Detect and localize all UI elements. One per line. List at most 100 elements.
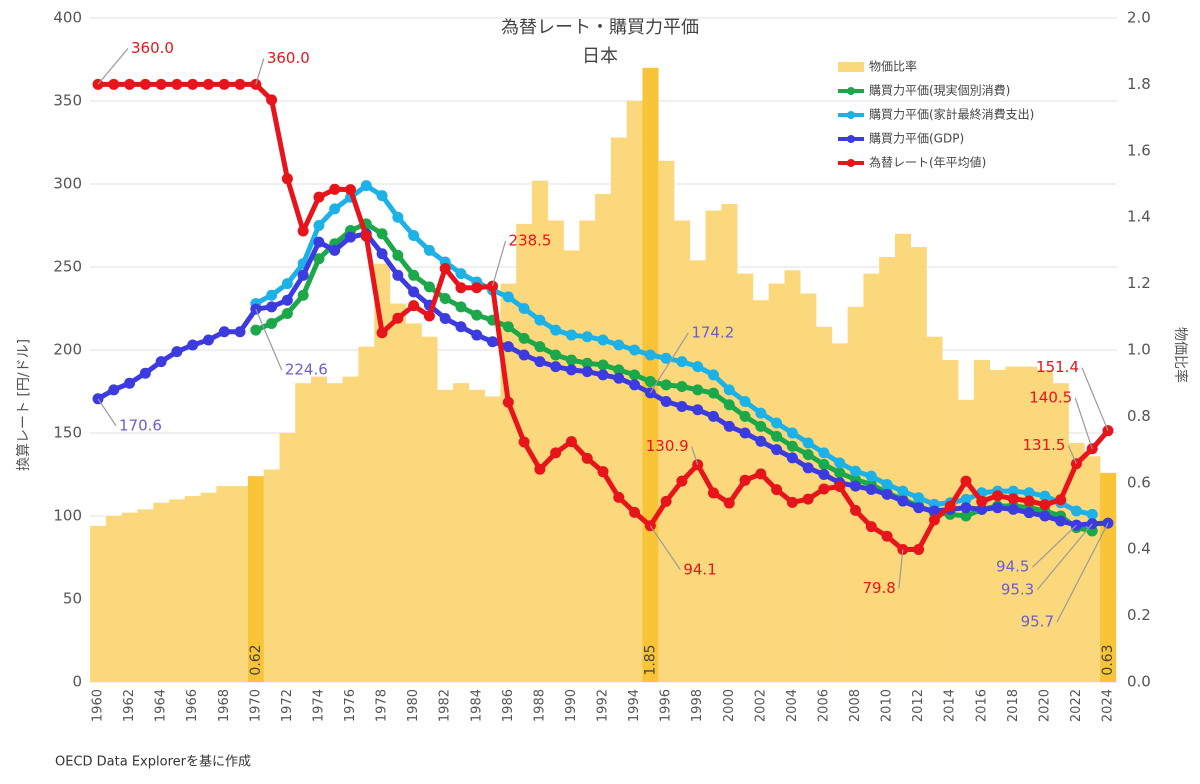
legend-label: 物価比率 [869,59,917,74]
bar [90,525,107,682]
data-label: 170.6 [119,416,162,434]
y2-tick-label: 1.8 [1127,75,1151,93]
data-label: 94.5 [996,558,1029,576]
x-tick-label: 1986 [501,689,516,722]
bar [1084,456,1101,682]
x-tick-label: 2016 [974,689,989,722]
bar [421,336,438,682]
series-point [992,490,1004,502]
series-point [1055,494,1067,506]
bar [752,300,770,682]
x-tick-label: 2024 [1101,689,1116,722]
bar [453,383,470,682]
series-point [818,483,830,495]
series-point [1023,495,1035,507]
bar [1005,366,1022,682]
series-point [534,341,546,353]
bar [295,383,312,682]
bar [247,476,265,682]
series-point [928,514,940,526]
bar [626,101,643,682]
x-tick-label: 1972 [280,689,295,722]
series-point [1007,493,1019,505]
series-point [360,230,372,242]
x-tick-label: 1988 [532,689,547,722]
series-point [439,312,451,324]
source-note: OECD Data Explorerを基に作成 [55,755,251,770]
bar [1052,383,1069,682]
series-point [376,190,388,202]
x-tick-label: 1990 [564,689,579,722]
bar [1021,366,1038,682]
data-label: 140.5 [1029,388,1072,406]
x-tick-label: 2000 [722,689,737,722]
series-point [281,294,293,306]
x-tick-label: 2008 [848,689,863,722]
labels-layer: 0.62 1.85 0.63 170.6 224.6 174.2 94.5 95.3 95.7 3… [97,39,1116,676]
series-point [297,225,309,237]
series-point [786,427,798,439]
chart-title: 為替レート・購買力平価 [501,17,699,38]
series-point [755,420,767,432]
series-point [471,282,483,294]
series-point [439,293,451,305]
series-point [155,78,167,90]
series-point [692,361,704,373]
x-tick-label: 1960 [91,689,106,722]
series-point [376,228,388,240]
series-point [408,229,420,241]
series-point [865,470,877,482]
bar [531,180,549,682]
leader-line [1032,524,1077,568]
series-point [771,430,783,442]
series-point [329,244,341,256]
series-point [487,336,499,348]
series-point [850,465,861,477]
series-point [266,301,278,313]
series-point [565,436,577,448]
data-label: 95.7 [1021,613,1054,631]
data-label: 174.2 [691,323,734,341]
x-tick-label: 1968 [217,689,232,722]
series-point [534,356,546,368]
series-point [660,395,672,407]
x-tick-label: 2010 [880,689,895,722]
series-point [455,268,467,280]
series-point [613,364,625,376]
y-tick-label: 250 [53,258,82,276]
bar [910,247,927,682]
bar [768,283,785,682]
series-point [408,286,420,298]
legend-swatch-dot [847,135,855,143]
data-label: 131.5 [1022,436,1065,454]
series-point [376,327,388,339]
series-point [581,357,593,369]
y-tick-label: 400 [53,9,82,27]
chart-subtitle: 日本 [582,46,618,67]
series-point [187,78,199,90]
x-tick-label: 1964 [154,689,169,722]
bar [311,376,328,682]
bar [468,389,485,682]
legend-swatch [838,62,864,72]
series-point [392,211,404,223]
y-tick-label: 100 [53,507,82,525]
y-tick-label: 0 [72,673,82,691]
legend-swatch-dot [847,159,855,167]
series-point [518,303,530,314]
x-tick-label: 1980 [406,689,421,722]
bar [184,496,201,682]
series-point [771,417,783,429]
bar [216,486,233,682]
y2-tick-label: 0.8 [1127,407,1151,425]
series-point [913,492,925,504]
series-point [944,500,956,512]
series-point [329,183,341,195]
series-point [266,317,278,329]
bar [658,160,675,682]
series-point [597,334,609,346]
series-point [518,332,530,344]
series-point [755,435,767,447]
leader-line [898,549,904,589]
y2-tick-label: 0.0 [1127,673,1151,691]
